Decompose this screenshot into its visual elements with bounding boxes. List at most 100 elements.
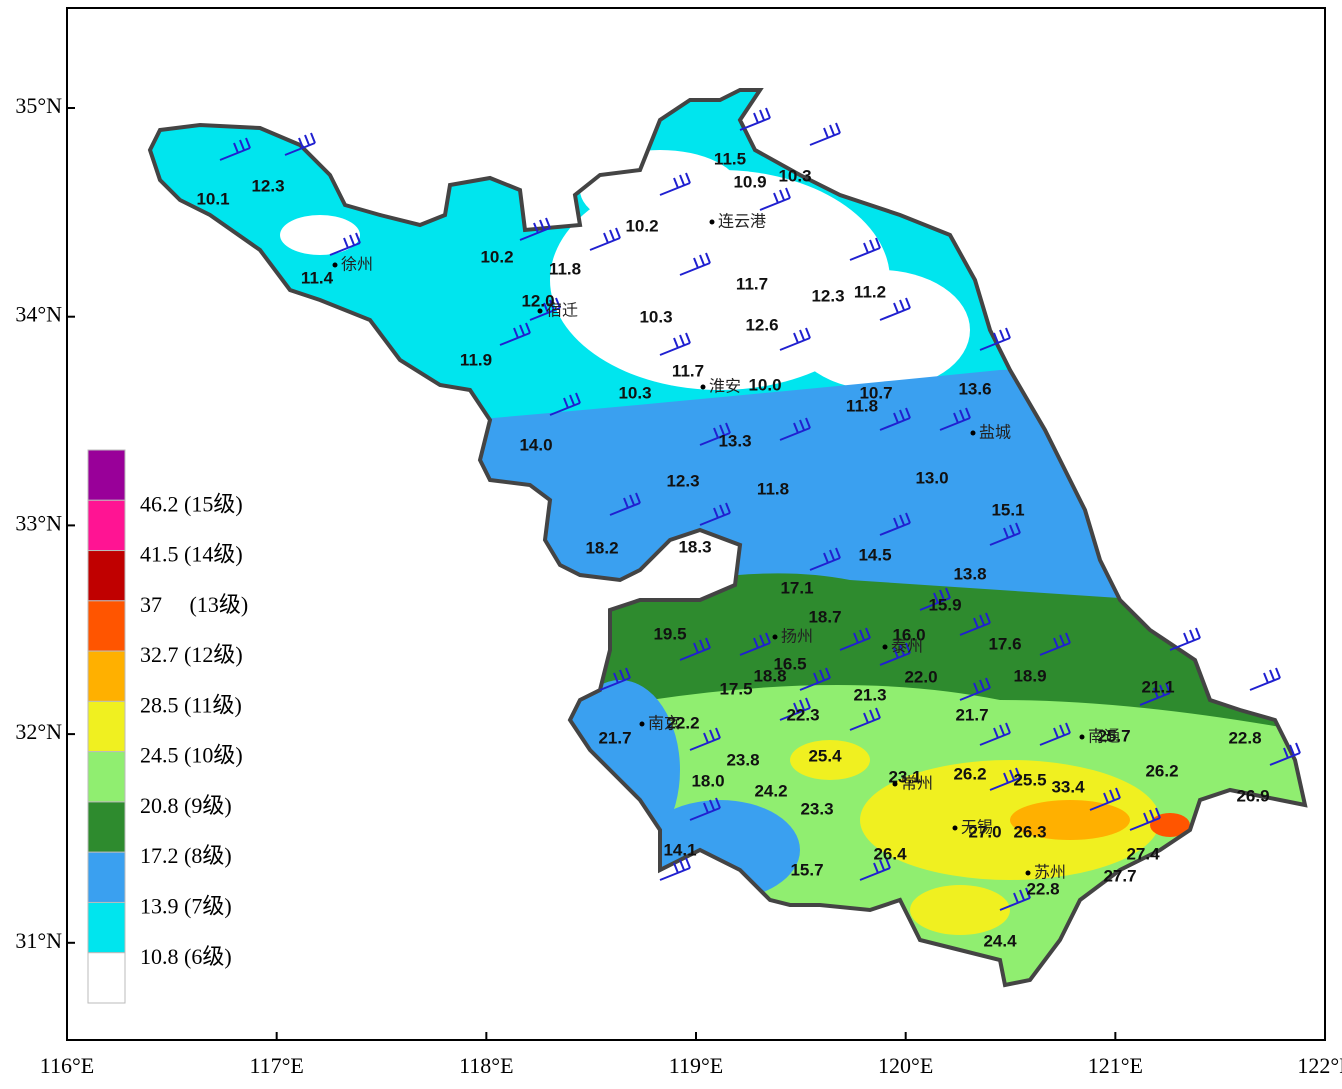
wind-barb	[219, 137, 251, 161]
station-value: 26.2	[953, 764, 986, 783]
y-tick-label: 31°N	[15, 928, 62, 953]
station-value: 18.9	[1013, 666, 1046, 685]
wind-barb	[549, 392, 581, 416]
city-dot	[537, 308, 543, 314]
legend-label: 41.5 (14级)	[140, 542, 243, 567]
station-value: 18.8	[753, 666, 786, 685]
wind-barb	[1249, 667, 1281, 691]
wind-barb	[329, 232, 361, 256]
wind-barb	[699, 502, 731, 526]
wind-barb	[979, 327, 1011, 351]
city-dot	[1079, 734, 1085, 740]
station-value: 18.2	[585, 538, 618, 557]
station-value: 12.6	[745, 315, 778, 334]
station-value: 13.0	[915, 468, 948, 487]
station-value: 10.3	[618, 383, 651, 402]
station-value: 15.9	[928, 595, 961, 614]
station-value: 26.4	[873, 844, 907, 863]
wind-barb	[284, 132, 316, 156]
city-dot	[882, 644, 888, 650]
station-value: 17.6	[988, 634, 1021, 653]
station-value: 13.3	[718, 431, 751, 450]
city-dot	[332, 262, 338, 268]
legend-swatch	[87, 550, 126, 602]
wind-barb	[499, 322, 531, 346]
station-value: 16.5	[773, 654, 806, 673]
wind-barb	[849, 707, 881, 731]
wind-barb	[779, 417, 811, 441]
wind-barb	[879, 297, 911, 321]
wind-barb	[799, 667, 831, 691]
station-value: 10.7	[859, 383, 892, 402]
station-value: 12.3	[811, 286, 844, 305]
wind-barb	[1169, 627, 1201, 651]
city-name: 苏州	[1034, 863, 1066, 882]
station-value: 22.8	[1026, 879, 1059, 898]
station-value: 10.2	[625, 216, 658, 235]
station-value: 26.9	[1236, 786, 1269, 805]
station-value: 27.0	[968, 822, 1001, 841]
city-dot	[1025, 870, 1031, 876]
wind-barb	[779, 697, 811, 721]
station-value: 24.2	[754, 781, 787, 800]
city-name: 南通	[1088, 727, 1120, 746]
legend-label: 17.2 (8级)	[140, 843, 232, 868]
station-value: 11.5	[714, 149, 746, 168]
wind-barb	[809, 122, 841, 146]
station-value: 13.8	[953, 564, 986, 583]
legend-swatch	[87, 952, 126, 1004]
station-value: 11.4	[301, 268, 334, 287]
station-value: 14.5	[858, 545, 891, 564]
legend-swatch	[87, 449, 126, 501]
station-value: 11.7	[672, 361, 704, 380]
station-value: 22.8	[1228, 728, 1261, 747]
wind-barb	[609, 492, 641, 516]
wind-barb	[989, 767, 1021, 791]
station-value: 23.1	[888, 767, 921, 786]
city-dot	[892, 781, 898, 787]
station-value: 13.6	[958, 379, 991, 398]
city-dot	[709, 219, 715, 225]
station-value: 25.4	[808, 746, 842, 765]
station-value: 11.9	[460, 350, 492, 369]
y-tick-label: 34°N	[15, 302, 62, 327]
legend-label: 13.9 (7级)	[140, 894, 232, 919]
legend-label: 28.5 (11级)	[140, 692, 242, 717]
city-name: 连云港	[718, 212, 766, 231]
wind-barb	[879, 642, 911, 666]
city-name: 扬州	[781, 627, 813, 646]
station-value: 25.5	[1013, 770, 1046, 789]
station-value: 27.4	[1126, 844, 1160, 863]
station-value: 15.1	[991, 500, 1024, 519]
wind-barb	[999, 887, 1031, 911]
legend-swatch	[87, 801, 126, 853]
wind-barb	[839, 627, 871, 651]
legend: 46.2 (15级) 41.5 (14级) 37 (13级) 32.7 (12级) 28…	[87, 449, 248, 1004]
city-dot	[700, 384, 706, 390]
wind-barb	[589, 227, 621, 251]
station-value: 12.0	[521, 291, 554, 310]
wind-barb	[859, 857, 891, 881]
station-value: 23.8	[726, 750, 759, 769]
legend-label: 37 (13级)	[140, 592, 248, 617]
city-dot	[970, 430, 976, 436]
station-value: 10.9	[733, 172, 766, 191]
wind-barb	[739, 632, 771, 656]
wind-barb	[849, 237, 881, 261]
wind-barb	[939, 407, 971, 431]
station-value: 11.2	[854, 282, 886, 301]
station-value: 10.1	[196, 189, 229, 208]
station-value: 22.3	[786, 705, 819, 724]
wind-barb	[879, 512, 911, 536]
legend-swatch	[87, 499, 126, 552]
station-value: 12.3	[251, 176, 284, 195]
legend-swatch	[87, 851, 126, 903]
station-value: 26.2	[1145, 761, 1178, 780]
station-value: 21.1	[1141, 677, 1174, 696]
station-value: 15.7	[790, 860, 823, 879]
wind-barb	[1089, 787, 1121, 811]
station-value: 16.0	[892, 625, 925, 644]
wind-barb	[1139, 682, 1171, 706]
station-value: 33.4	[1051, 777, 1085, 796]
